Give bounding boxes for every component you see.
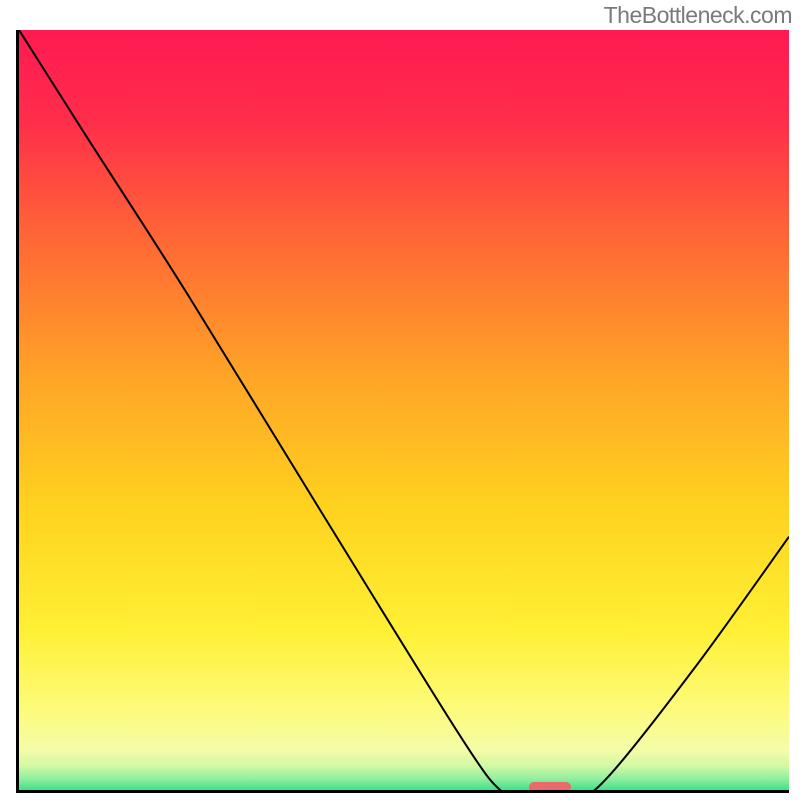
chart-container: TheBottleneck.com bbox=[0, 0, 800, 800]
plot-area bbox=[16, 30, 789, 793]
watermark-text: TheBottleneck.com bbox=[604, 2, 792, 29]
bottleneck-curve bbox=[19, 30, 789, 793]
optimal-marker bbox=[529, 782, 571, 793]
